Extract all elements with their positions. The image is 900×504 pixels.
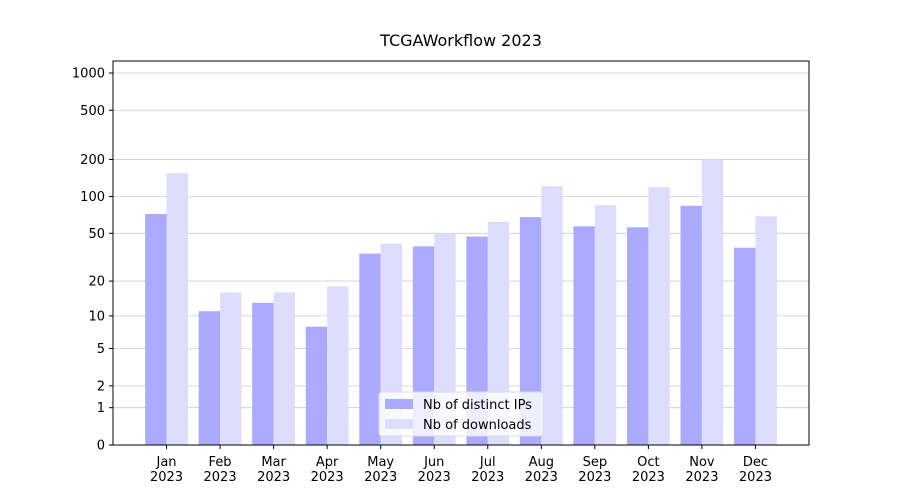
bar xyxy=(701,159,724,445)
bar xyxy=(327,286,349,445)
x-tick-label: Jan 2023 xyxy=(150,455,183,485)
bar xyxy=(305,326,328,445)
bar xyxy=(648,187,670,445)
bar xyxy=(573,226,595,445)
y-tick-label: 1 xyxy=(97,401,105,416)
x-tick-label: Nov 2023 xyxy=(685,455,718,485)
legend-label: Nb of distinct IPs xyxy=(423,398,532,413)
bar xyxy=(755,216,777,445)
bar xyxy=(252,302,274,445)
x-tick-label: Sep 2023 xyxy=(578,455,611,485)
x-tick-label: May 2023 xyxy=(364,455,397,485)
y-tick-label: 10 xyxy=(88,309,105,324)
legend-swatch xyxy=(385,419,413,429)
chart-title: TCGAWorkflow 2023 xyxy=(379,31,542,50)
bar xyxy=(220,292,242,445)
legend-swatch xyxy=(385,399,413,409)
legend-box xyxy=(378,391,544,437)
legend-label: Nb of downloads xyxy=(423,418,532,433)
bar xyxy=(626,227,649,445)
y-tick-label: 2 xyxy=(97,379,105,394)
x-tick-label: Dec 2023 xyxy=(739,455,772,485)
plot-frame xyxy=(112,60,810,446)
bar xyxy=(519,217,542,445)
y-tick-label: 200 xyxy=(80,153,105,168)
y-tick-label: 5 xyxy=(97,342,105,357)
bar xyxy=(166,173,188,445)
bar xyxy=(734,247,756,445)
bar xyxy=(487,221,510,445)
bar xyxy=(594,205,617,445)
x-tick-label: Aug 2023 xyxy=(525,455,558,485)
bar xyxy=(359,253,381,445)
x-tick-label: Jun 2023 xyxy=(418,455,451,485)
y-tick-label: 500 xyxy=(80,104,105,119)
bar xyxy=(145,213,167,445)
bar xyxy=(198,311,221,445)
y-tick-label: 100 xyxy=(80,190,105,205)
x-tick-label: Mar 2023 xyxy=(257,455,290,485)
y-tick-label: 0 xyxy=(97,439,105,454)
bar xyxy=(541,186,563,446)
x-tick-label: Apr 2023 xyxy=(311,455,344,485)
y-tick-label: 20 xyxy=(88,275,105,290)
bar xyxy=(680,205,702,445)
x-tick-label: Oct 2023 xyxy=(632,455,665,485)
y-tick-label: 1000 xyxy=(72,67,105,82)
x-tick-label: Jul 2023 xyxy=(471,455,504,485)
y-tick-label: 50 xyxy=(88,227,105,242)
x-tick-label: Feb 2023 xyxy=(204,455,237,485)
bar xyxy=(273,292,296,445)
